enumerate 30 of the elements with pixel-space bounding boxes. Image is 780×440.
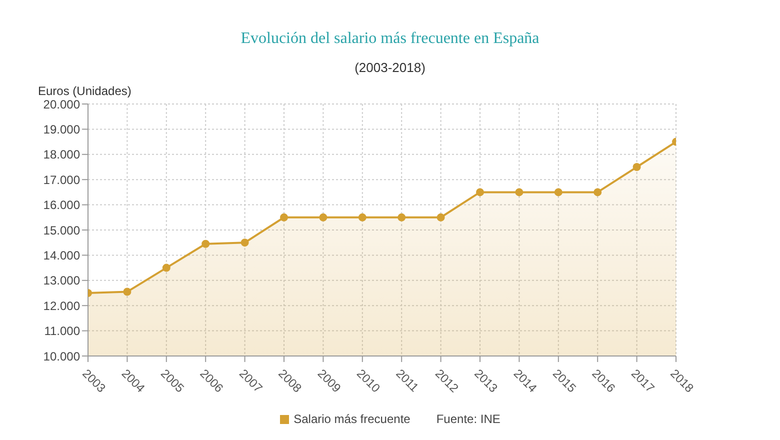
y-tick-label: 13.000 [43, 274, 80, 288]
point [476, 188, 484, 196]
point [162, 264, 170, 272]
point [240, 238, 249, 247]
y-tick-label: 20.000 [43, 97, 80, 112]
point [319, 213, 328, 222]
y-tick-label: 17.000 [43, 172, 80, 187]
point [594, 188, 602, 196]
y-axis-title: Euros (Unidades) [38, 84, 132, 98]
point [632, 163, 641, 171]
y-tick-label: 18.000 [43, 148, 80, 162]
point [202, 240, 210, 248]
source-note: Fuente: INE [436, 412, 500, 426]
y-tick-label: 11.000 [44, 324, 80, 338]
y-tick-label: 16.000 [43, 198, 80, 212]
y-tick-label: 10.000 [43, 349, 80, 364]
y-tick-label: 12.000 [43, 298, 80, 313]
chart-title: Evolución del salario más frecuente en España [240, 29, 540, 48]
y-tick-label: 19.000 [43, 122, 80, 136]
point [358, 213, 366, 222]
point [398, 213, 406, 222]
point [554, 188, 562, 196]
y-tick-label: 15.000 [43, 223, 80, 238]
point [123, 288, 132, 296]
y-tick-label: 14.000 [43, 248, 80, 262]
chart-subtitle: (2003-2018) [354, 60, 426, 75]
point [436, 213, 445, 222]
point [280, 213, 288, 222]
point [515, 188, 524, 196]
legend-label: Salario más frecuente [294, 412, 410, 426]
